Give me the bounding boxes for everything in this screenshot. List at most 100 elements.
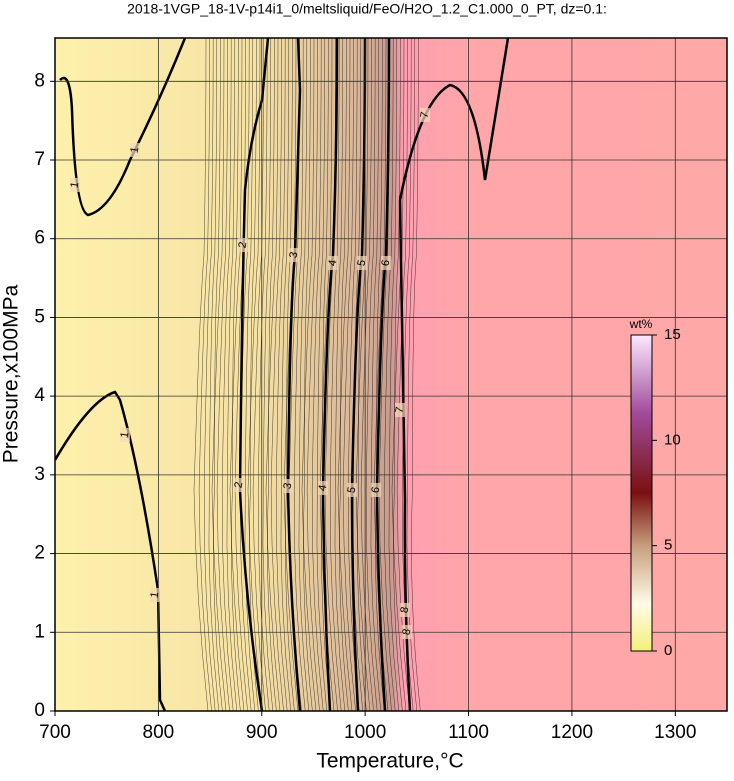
colorbar-tick-label: 15 xyxy=(664,326,681,343)
contour-label: 1 xyxy=(118,431,131,439)
thin-contour xyxy=(280,38,292,711)
x-tick-label: 1200 xyxy=(551,722,593,743)
x-tick-label: 1100 xyxy=(448,722,489,743)
contour-label: 1 xyxy=(68,181,81,189)
contour-label: 5 xyxy=(355,259,368,267)
contour-label: 1 xyxy=(148,591,161,599)
contour-label-bg xyxy=(347,483,357,497)
thin-contour xyxy=(401,38,414,711)
y-tick-label: 2 xyxy=(34,543,45,564)
thin-contour xyxy=(265,38,281,711)
thin-contour xyxy=(370,38,382,711)
y-tick-label: 1 xyxy=(34,621,45,642)
contour-label-bg xyxy=(400,603,410,617)
plot-frame xyxy=(54,37,728,712)
colorbar-tick-label: 5 xyxy=(664,537,672,554)
thin-contour xyxy=(319,38,335,711)
thin-contour xyxy=(247,38,263,711)
contour-label: 6 xyxy=(369,486,382,494)
thin-contour xyxy=(321,38,331,711)
thin-contour xyxy=(234,38,248,711)
thin-contour xyxy=(249,38,259,711)
thin-contour xyxy=(365,38,378,711)
thin-contour xyxy=(285,38,295,711)
contour-label-bg xyxy=(234,478,244,492)
contour-label: 1 xyxy=(128,146,141,154)
thin-contour xyxy=(193,38,209,711)
thin-contour xyxy=(393,38,403,711)
thin-contour xyxy=(324,38,338,711)
thin-contour xyxy=(375,38,385,711)
thin-contour xyxy=(311,38,324,711)
thin-contour xyxy=(411,38,421,711)
thin-contours xyxy=(193,38,421,711)
thin-contour xyxy=(406,38,418,711)
thin-contour xyxy=(383,38,396,711)
contour-label-bg xyxy=(70,178,80,192)
contour-label: 8 xyxy=(400,628,413,636)
thin-contour xyxy=(378,38,392,711)
thin-contour xyxy=(339,38,349,711)
thin-contour xyxy=(283,38,299,711)
thin-contour xyxy=(334,38,346,711)
thin-contour xyxy=(355,38,371,711)
x-tick-label: 900 xyxy=(246,722,278,743)
thin-contour xyxy=(388,38,400,711)
contour-label-bg xyxy=(402,625,412,639)
thin-contour xyxy=(267,38,277,711)
thin-contour xyxy=(198,38,212,711)
contour-label-bg xyxy=(357,256,367,270)
contour-label-bg xyxy=(130,143,140,157)
thin-contour xyxy=(216,38,230,711)
contour-label-bg xyxy=(289,248,299,262)
contour-label-bg xyxy=(318,481,328,495)
thin-contour xyxy=(391,38,407,711)
colorbar xyxy=(630,334,653,652)
contour-line xyxy=(375,38,391,711)
contour-label: 7 xyxy=(418,111,431,119)
contour-label: 2 xyxy=(232,481,245,489)
contour-label-bg xyxy=(328,256,338,270)
thin-contour xyxy=(373,38,389,711)
y-tick-label: 3 xyxy=(34,464,45,485)
x-axis-label: Temperature,°C xyxy=(316,750,463,773)
y-tick-label: 5 xyxy=(34,306,45,327)
thin-contour xyxy=(288,38,302,711)
thin-contour xyxy=(244,38,256,711)
y-axis-label: Pressure,x100MPa xyxy=(0,284,23,463)
x-tick-label: 700 xyxy=(39,722,71,743)
thin-contour xyxy=(301,38,317,711)
y-tick-label: 0 xyxy=(34,700,45,721)
contour-label: 4 xyxy=(326,259,339,267)
contour-label: 3 xyxy=(287,251,300,259)
thin-contour xyxy=(221,38,234,711)
contour-label-bg xyxy=(238,238,248,252)
thin-contour xyxy=(203,38,216,711)
y-tick-label: 7 xyxy=(34,149,45,170)
thin-contour xyxy=(270,38,284,711)
thin-contour xyxy=(239,38,252,711)
contour-label: 5 xyxy=(345,486,358,494)
thin-contour xyxy=(396,38,410,711)
thin-contour xyxy=(231,38,241,711)
thin-contour xyxy=(352,38,364,711)
contour-label: 3 xyxy=(281,482,294,490)
contour-line xyxy=(286,38,302,711)
thin-contour xyxy=(303,38,313,711)
thin-contour xyxy=(275,38,288,711)
contour-label-bg xyxy=(371,483,381,497)
x-tick-label: 800 xyxy=(143,722,175,743)
thin-contour xyxy=(293,38,306,711)
contour-line xyxy=(59,38,187,217)
thin-contour xyxy=(357,38,367,711)
thin-contour xyxy=(229,38,245,711)
contour-label-bg xyxy=(381,256,391,270)
thin-contour xyxy=(342,38,356,711)
contour-label-bg xyxy=(420,108,430,122)
thin-contour xyxy=(329,38,342,711)
contour-label: 6 xyxy=(379,259,392,267)
contour-label-bg xyxy=(283,479,293,493)
thin-contour xyxy=(347,38,360,711)
